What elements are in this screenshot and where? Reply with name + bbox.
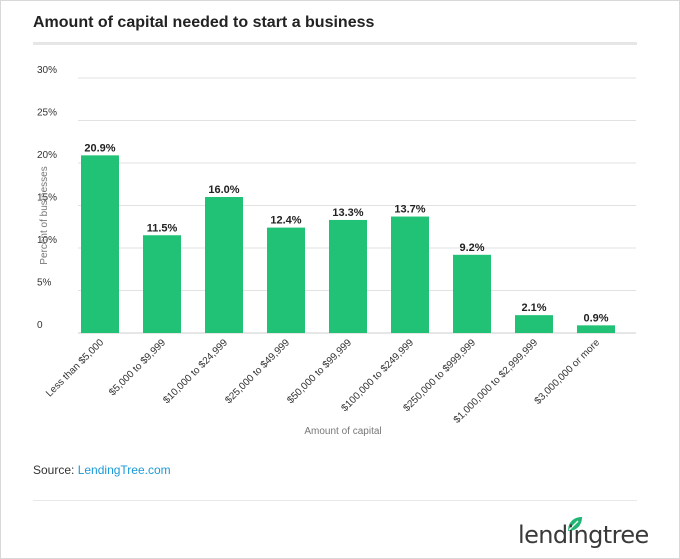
data-label: 11.5% [147,222,178,234]
footer-divider [33,500,637,501]
bar [329,219,367,333]
bar [577,325,615,333]
bar [515,315,553,333]
y-tick-label: 10% [37,235,57,246]
title-divider [33,42,637,45]
source-line: Source: LendingTree.com [33,463,171,477]
y-tick-labels: 0 5% 10% 15% 20% 25% 30% [37,65,57,331]
y-axis-label: Percent of businesses [39,166,50,264]
bar [143,235,181,333]
data-label: 20.9% [84,142,115,154]
x-tick-label: $5,000 to $9,999 [107,337,168,398]
data-label: 9.2% [459,242,484,254]
y-tick-label: 0 [37,320,43,331]
bars [81,155,615,333]
x-tick-label: $50,000 to $99,999 [285,337,354,406]
data-labels: 20.9% 11.5% 16.0% 12.4% 13.3% 13.7% 9.2% 2.1% 0.… [84,142,608,324]
y-tick-label: 15% [37,193,57,204]
x-tick-label: $25,000 to $49,999 [223,337,292,406]
source-link[interactable]: LendingTree.com [77,463,171,477]
chart-title: Amount of capital needed to start a busi… [33,14,375,31]
y-tick-label: 5% [37,278,52,289]
x-tick-label: Less than $5,000 [44,337,106,399]
source-label: Source: [33,463,78,477]
bar [81,155,119,333]
x-tick-label: $3,000,000 or more [533,337,603,407]
y-tick-label: 20% [37,150,57,161]
data-label: 13.7% [394,204,425,216]
bar-chart: 0 5% 10% 15% 20% 25% 30% 20.9% 11.5% 16.0% 12.4% 1… [37,65,636,437]
x-axis-label: Amount of capital [304,426,381,437]
y-tick-label: 25% [37,108,57,119]
leaf-icon [568,517,582,531]
x-tick-labels: Less than $5,000 $5,000 to $9,999$10,000 … [44,337,602,426]
bar [267,227,305,333]
x-tick-label: $10,000 to $24,999 [161,337,230,406]
data-label: 16.0% [208,184,239,196]
bar [205,197,243,333]
bar [391,216,429,333]
y-tick-label: 30% [37,65,57,76]
data-label: 0.9% [583,312,608,324]
data-label: 2.1% [521,302,546,314]
bar [453,254,491,333]
data-label: 13.3% [332,207,363,219]
lendingtree-logo: lendingtree [518,515,649,549]
data-label: 12.4% [270,215,301,227]
logo-wordmark: lendingtree [518,521,649,549]
